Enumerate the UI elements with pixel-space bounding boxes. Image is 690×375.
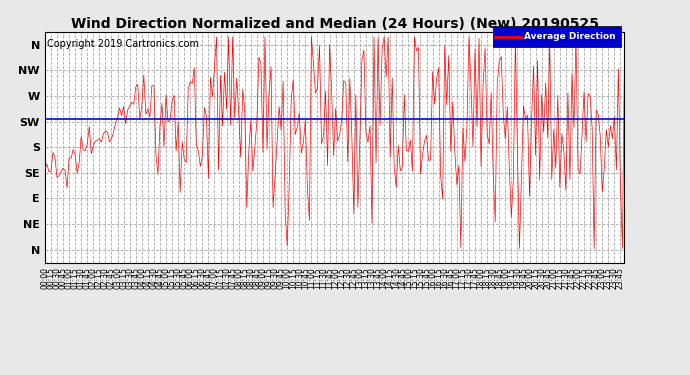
Title: Wind Direction Normalized and Median (24 Hours) (New) 20190525: Wind Direction Normalized and Median (24… xyxy=(70,17,599,31)
Text: Average Direction: Average Direction xyxy=(524,32,616,41)
Text: Copyright 2019 Cartronics.com: Copyright 2019 Cartronics.com xyxy=(47,39,199,50)
